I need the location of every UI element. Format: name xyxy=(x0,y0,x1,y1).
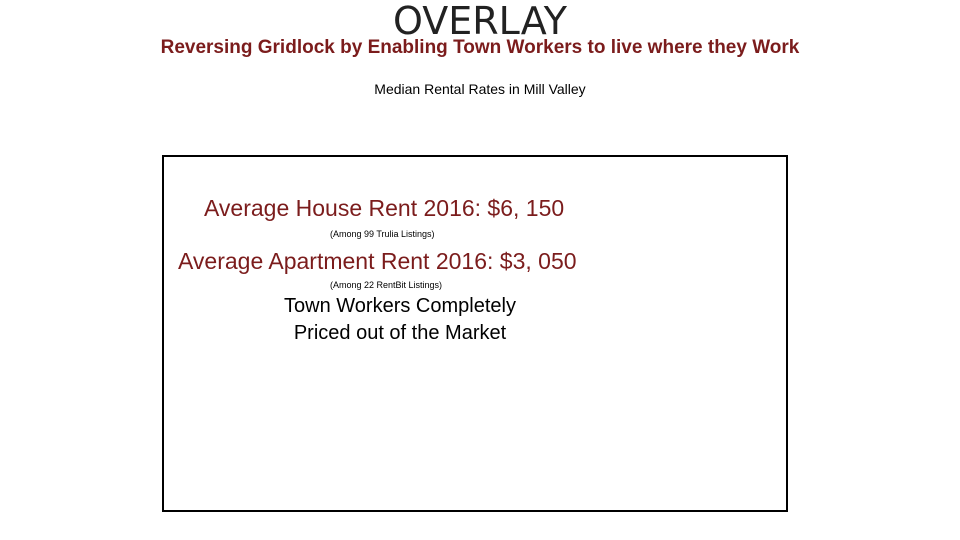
house-rent-source-note: (Among 99 Trulia Listings) xyxy=(330,229,435,239)
conclusion-line-1: Town Workers Completely xyxy=(284,295,516,317)
apartment-rent-source-note: (Among 22 RentBit Listings) xyxy=(330,280,443,290)
slide-title: OVERLAY xyxy=(393,0,567,43)
content-box xyxy=(162,155,788,512)
apartment-rent-text: Average Apartment Rent 2016: $3, 050 xyxy=(178,248,577,274)
slide-subtitle: Reversing Gridlock by Enabling Town Work… xyxy=(160,37,800,58)
conclusion-text: Town Workers Completely Priced out of th… xyxy=(230,293,570,347)
house-rent-text: Average House Rent 2016: $6, 150 xyxy=(204,195,565,221)
conclusion-line-2: Priced out of the Market xyxy=(293,322,507,344)
section-heading: Median Rental Rates in Mill Valley xyxy=(374,81,586,97)
